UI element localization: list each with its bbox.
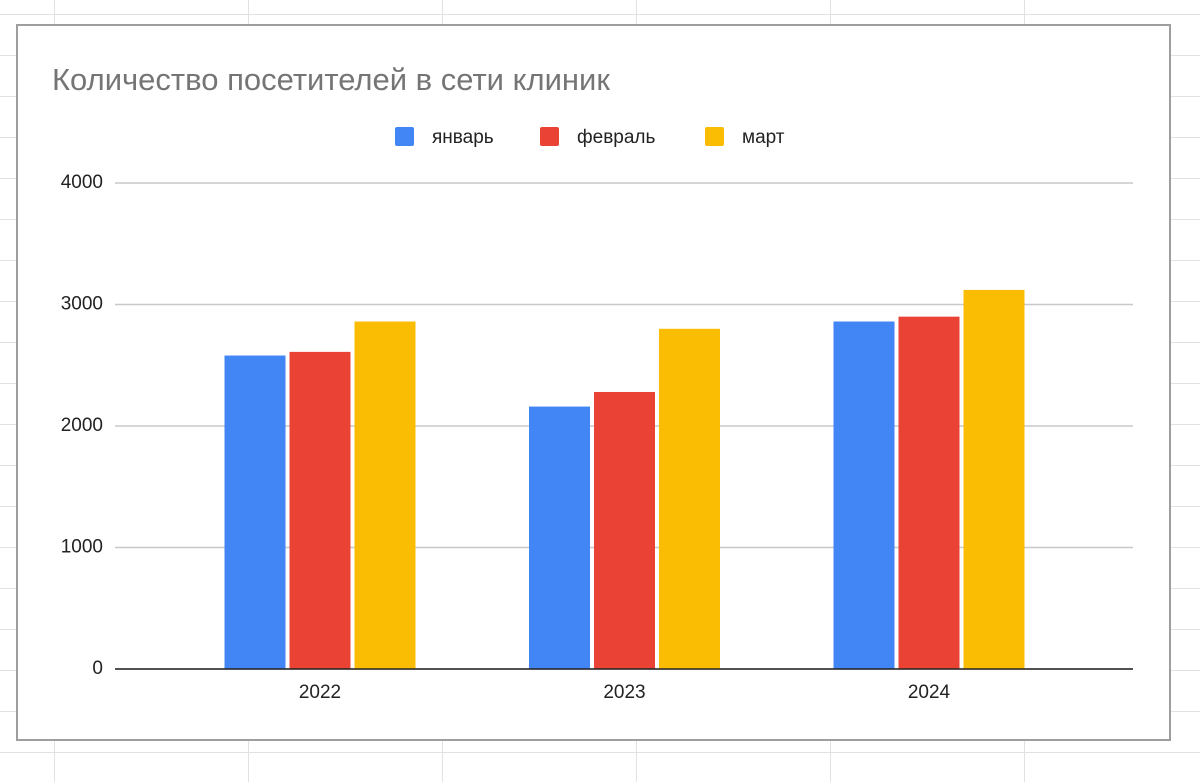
bar: [659, 328, 720, 669]
chart-title: Количество посетителей в сети клиник: [52, 62, 610, 97]
bar: [963, 289, 1025, 669]
legend-swatch: [540, 127, 559, 146]
bar: [898, 316, 960, 669]
x-tick-label: 2024: [908, 682, 951, 703]
y-tick-label: 4000: [61, 172, 103, 193]
bar: [594, 391, 655, 669]
y-tick-label: 0: [92, 658, 103, 679]
legend-swatch: [395, 127, 414, 146]
legend-label: март: [742, 127, 785, 148]
y-tick-label: 2000: [61, 415, 103, 436]
x-tick-label: 2023: [603, 682, 645, 703]
bar: [289, 351, 351, 669]
x-tick-label: 2022: [299, 682, 341, 703]
bar: [529, 406, 590, 669]
y-tick-label: 1000: [61, 537, 103, 558]
legend-label: январь: [432, 127, 494, 148]
bar: [833, 321, 895, 669]
bar: [354, 321, 416, 669]
y-tick-label: 3000: [61, 294, 103, 315]
legend-swatch: [705, 127, 724, 146]
bar: [224, 355, 286, 669]
legend-label: февраль: [577, 127, 656, 148]
